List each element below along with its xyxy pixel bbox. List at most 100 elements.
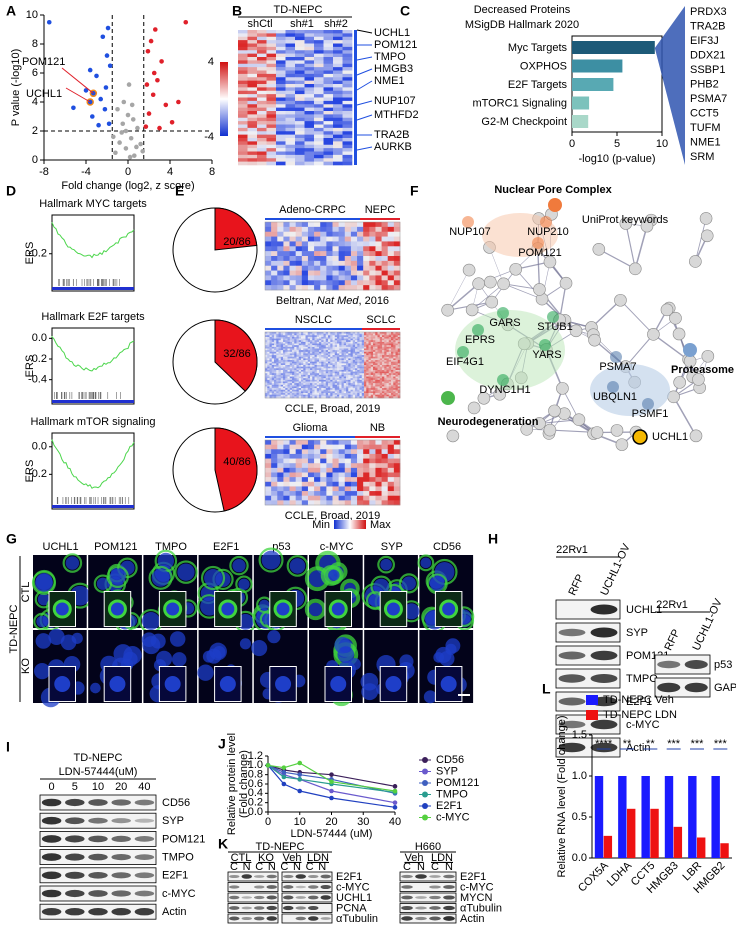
heatmap-cell (305, 84, 315, 88)
heatmap-cell (308, 463, 314, 468)
heatmap-cell (363, 496, 369, 501)
heatmap-cell (286, 71, 296, 75)
nucleus (204, 569, 222, 587)
band (321, 885, 332, 889)
heatmap-cell (339, 477, 345, 482)
heatmap-cell (267, 101, 277, 105)
heatmap-cell (267, 64, 277, 68)
heatmap-cell (265, 232, 271, 237)
heatmap-cell (345, 227, 351, 232)
band (443, 875, 455, 879)
heatmap-cell (283, 486, 289, 491)
point (297, 761, 302, 766)
heatmap-cell (238, 141, 248, 145)
point (393, 789, 398, 794)
heatmap-cell (290, 251, 296, 256)
heatmap-cell (290, 440, 296, 445)
network-node (498, 278, 510, 290)
network-edge (620, 300, 653, 334)
heatmap-cell (388, 275, 394, 280)
heatmap-cell (357, 280, 363, 285)
heatmap-cell (295, 30, 305, 34)
heatmap-cell (363, 440, 369, 445)
heatmap-cell (314, 74, 324, 78)
heatmap-cell (345, 266, 351, 271)
heatmap-cell (357, 491, 363, 496)
heatmap-cell (339, 459, 345, 464)
heatmap-cell (296, 222, 302, 227)
heatmap-cell (276, 125, 286, 129)
heatmap-cell (302, 477, 308, 482)
band (65, 908, 84, 915)
heatmap-cell (277, 251, 283, 256)
band (296, 874, 307, 878)
heatmap-cell (382, 266, 388, 271)
row-label: KO (20, 658, 32, 674)
point (266, 763, 271, 768)
heatmap-cell (248, 74, 258, 78)
heatmap-cell (238, 94, 248, 98)
x-tick-label: COX5A (576, 859, 611, 894)
heatmap-cell (277, 256, 283, 261)
point (126, 113, 131, 118)
heatmap-cell (257, 148, 267, 152)
heatmap-cell (283, 445, 289, 450)
heatmap-cell (333, 445, 339, 450)
heatmap-cell (238, 158, 248, 162)
heatmap-cell (296, 477, 302, 482)
heatmap-cell (388, 232, 394, 237)
marker-label: p53 (272, 541, 290, 553)
y-tick-label: 1.2 (248, 750, 263, 762)
heatmap-cell (276, 114, 286, 118)
heatmap-cell (333, 54, 343, 58)
heatmap-cell (248, 101, 258, 105)
heatmap-cell (283, 275, 289, 280)
point (88, 68, 93, 73)
heatmap-cell (308, 477, 314, 482)
heatmap-cell (314, 251, 320, 256)
heatmap-cell (351, 482, 357, 487)
heatmap-cell (296, 496, 302, 501)
heatmap-cell (296, 251, 302, 256)
bar (697, 838, 705, 859)
heatmap-cell (324, 111, 334, 115)
heatmap-cell (238, 47, 248, 51)
heatmap-cell (326, 468, 332, 473)
heatmap-cell (324, 152, 334, 156)
category-label: G2-M Checkpoint (481, 116, 567, 128)
heatmap-cell (276, 118, 286, 122)
heatmap-cell (375, 500, 381, 505)
heatmap-cell (343, 141, 353, 145)
y-tick-label: 10 (26, 9, 38, 21)
heatmap-cell (388, 496, 394, 501)
heatmap-cell (339, 222, 345, 227)
band (242, 896, 253, 899)
heatmap-cell (314, 91, 324, 95)
fraction-label: N (318, 861, 326, 873)
dose-label: 0 (49, 781, 55, 793)
point (47, 20, 52, 25)
heatmap-cell (314, 114, 324, 118)
heatmap-cell (351, 222, 357, 227)
heatmap-cell (345, 241, 351, 246)
band (135, 908, 154, 915)
chart-subtitle: MSigDB Hallmark 2020 (465, 19, 579, 31)
heatmap-cell (276, 98, 286, 102)
heatmap-cell (363, 246, 369, 251)
heatmap-cell (333, 104, 343, 108)
heatmap-cell (314, 121, 324, 125)
nucleus (334, 637, 351, 654)
source-label: Beltran, Nat Med, 2016 (276, 295, 389, 307)
heatmap-cell (276, 101, 286, 105)
heatmap-cell (295, 87, 305, 91)
heatmap-cell (308, 275, 314, 280)
band (283, 875, 294, 878)
heatmap-cell (320, 275, 326, 280)
heatmap-cell (326, 454, 332, 459)
heatmap-cell (320, 491, 326, 496)
heatmap-cell (357, 271, 363, 276)
heatmap-cell (248, 81, 258, 85)
band (321, 875, 332, 879)
fraction-label: C (403, 861, 411, 873)
heatmap-cell (276, 64, 286, 68)
